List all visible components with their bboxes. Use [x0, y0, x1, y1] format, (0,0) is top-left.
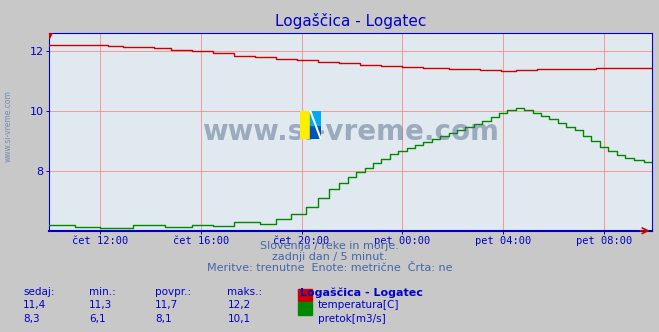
Text: Logaščica - Logatec: Logaščica - Logatec [300, 287, 422, 298]
Text: 8,3: 8,3 [23, 314, 40, 324]
Text: Meritve: trenutne  Enote: metrične  Črta: ne: Meritve: trenutne Enote: metrične Črta: … [207, 263, 452, 273]
Text: 11,7: 11,7 [155, 300, 178, 310]
Text: temperatura[C]: temperatura[C] [318, 300, 399, 310]
Text: min.:: min.: [89, 287, 116, 297]
Text: zadnji dan / 5 minut.: zadnji dan / 5 minut. [272, 252, 387, 262]
Bar [300, 111, 310, 139]
Text: pretok[m3/s]: pretok[m3/s] [318, 314, 386, 324]
Bar [310, 125, 321, 139]
Text: 6,1: 6,1 [89, 314, 105, 324]
Text: Slovenija / reke in morje.: Slovenija / reke in morje. [260, 241, 399, 251]
Text: 11,3: 11,3 [89, 300, 112, 310]
Title: Logaščica - Logatec: Logaščica - Logatec [275, 13, 426, 29]
Text: 12,2: 12,2 [227, 300, 250, 310]
Bar [310, 111, 321, 125]
Text: maks.:: maks.: [227, 287, 262, 297]
Text: www.si-vreme.com: www.si-vreme.com [4, 90, 13, 162]
Text: 11,4: 11,4 [23, 300, 46, 310]
Text: povpr.:: povpr.: [155, 287, 191, 297]
Text: sedaj:: sedaj: [23, 287, 55, 297]
Text: 10,1: 10,1 [227, 314, 250, 324]
Text: 8,1: 8,1 [155, 314, 171, 324]
Text: www.si-vreme.com: www.si-vreme.com [202, 118, 500, 146]
